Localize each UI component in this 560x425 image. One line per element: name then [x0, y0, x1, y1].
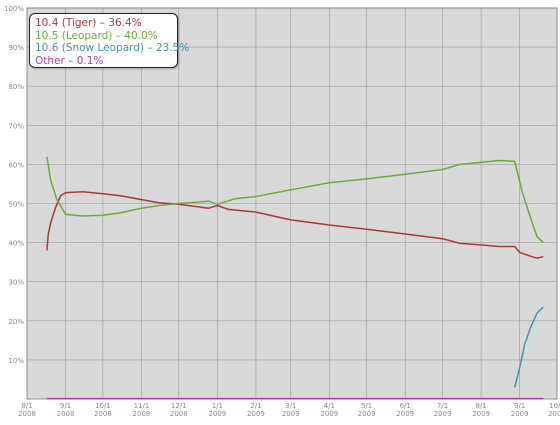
- y-tick-label: 50%: [8, 201, 24, 209]
- x-tick-label: 8/1 2008: [18, 402, 36, 418]
- series-line-snow-leopard: [513, 306, 544, 388]
- x-tick-label: 12/1 2008: [170, 402, 188, 418]
- series-lines: [46, 156, 544, 400]
- x-tick-label: 5/1 2009: [358, 402, 376, 418]
- y-tick-label: 80%: [8, 83, 24, 91]
- x-tick-label: 3/1 2009: [282, 402, 300, 418]
- y-tick-label: 30%: [8, 279, 24, 287]
- x-tick-label: 9/1 2008: [57, 402, 75, 418]
- x-tick-label: 1/1 2009: [208, 402, 226, 418]
- y-tick-label: 70%: [8, 122, 24, 130]
- y-tick-label: 90%: [8, 44, 24, 52]
- x-axis-ticks: 8/1 2008 9/1 2008 10/1 2008 11/1 2008 12/1 2008 1/…: [18, 402, 560, 418]
- series-line-leopard: [46, 156, 544, 244]
- x-tick-label: 9/1 2009: [511, 402, 529, 418]
- x-tick-label: 10/1 2008: [94, 402, 112, 418]
- y-tick-label: 40%: [8, 240, 24, 248]
- legend: 10.4 (Tiger) – 36.4% 10.5 (Leopard) – 40…: [29, 13, 190, 68]
- x-tick-label: 11/1 2008: [133, 402, 151, 418]
- series-line-tiger: [46, 191, 544, 259]
- y-tick-label: 60%: [8, 161, 24, 169]
- x-tick-label: 4/1 2009: [320, 402, 338, 418]
- x-tick-label: 6/1 2009: [396, 402, 414, 418]
- y-tick-label: 10%: [8, 357, 24, 365]
- legend-item-other: Other – 0.1%: [35, 54, 104, 67]
- legend-item-snow-leopard: 10.6 (Snow Leopard) – 23.5%: [35, 42, 190, 54]
- y-tick-label: 100%: [4, 5, 24, 13]
- legend-item-leopard: 10.5 (Leopard) – 40.0%: [35, 29, 158, 42]
- y-axis-ticks: 10% 20% 30% 40% 50% 60% 70% 80% 90% 100%: [4, 5, 24, 365]
- legend-item-tiger: 10.4 (Tiger) – 36.4%: [35, 17, 142, 29]
- x-tick-label: 2/1 2009: [247, 402, 265, 418]
- y-tick-label: 20%: [8, 318, 24, 326]
- x-tick-label: 7/1 2009: [434, 402, 452, 418]
- x-tick-label: 8/1 2009: [472, 402, 490, 418]
